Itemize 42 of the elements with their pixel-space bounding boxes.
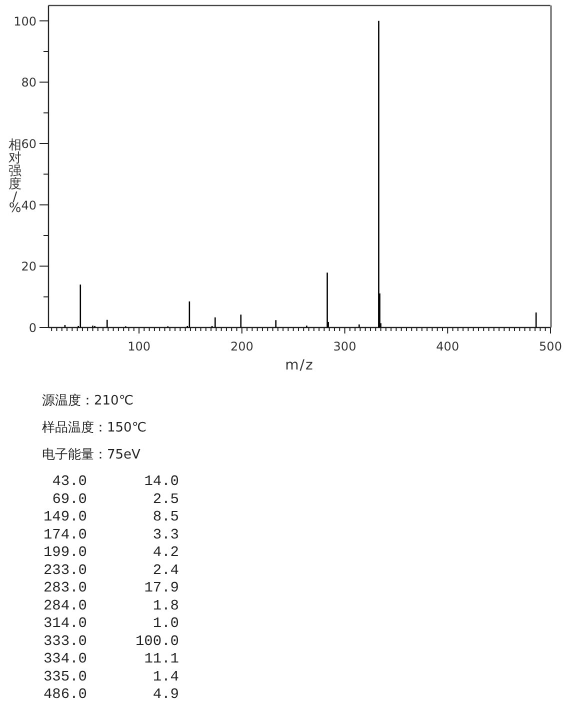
y-tick-label: 60 [21, 137, 36, 151]
text: 17.9 [144, 580, 179, 596]
text: 43.0 [52, 474, 87, 490]
text: 4.2 [152, 545, 179, 561]
text: 电子能量：75eV [42, 448, 141, 462]
text: 334.0 [43, 652, 87, 668]
text: 源温度：210℃ [42, 392, 134, 408]
x-tick-label: 500 [539, 340, 562, 354]
text: 174.0 [43, 527, 87, 544]
text: 283.0 [43, 580, 87, 596]
y-tick-label: 80 [21, 76, 36, 90]
text: 149.0 [43, 510, 87, 526]
x-tick-label: 300 [333, 340, 356, 354]
text: 3.3 [152, 527, 179, 544]
text: 样品温度：150℃ [42, 420, 146, 436]
text: 14.0 [144, 474, 179, 490]
y-tick-label: 100 [14, 14, 36, 28]
y-tick-label: 20 [21, 260, 36, 274]
text: 2.4 [152, 562, 179, 579]
text: 233.0 [43, 562, 87, 579]
text: 333.0 [43, 634, 87, 650]
text: 486.0 [43, 687, 87, 703]
y-tick-label: 40 [21, 198, 36, 212]
text: 335.0 [43, 669, 87, 686]
x-tick-label: 200 [230, 340, 254, 354]
text: 100.0 [135, 634, 179, 650]
y-tick-label: 0 [28, 321, 36, 335]
x-axis-title: m/z [285, 358, 314, 374]
text: 2.5 [152, 492, 179, 508]
text: 314.0 [43, 616, 87, 632]
text: 1.0 [152, 616, 179, 632]
text: 1.4 [152, 669, 179, 686]
x-tick-label: 400 [436, 340, 460, 354]
text: 11.1 [144, 652, 179, 668]
x-tick-label: 100 [128, 340, 150, 354]
text: 4.9 [152, 687, 179, 703]
text: 69.0 [52, 492, 87, 508]
text: 284.0 [43, 598, 87, 614]
text: 1.8 [152, 598, 179, 614]
text: 199.0 [43, 545, 87, 561]
text: 8.5 [152, 510, 179, 526]
y-axis-title: 相对强度/% [8, 138, 22, 216]
